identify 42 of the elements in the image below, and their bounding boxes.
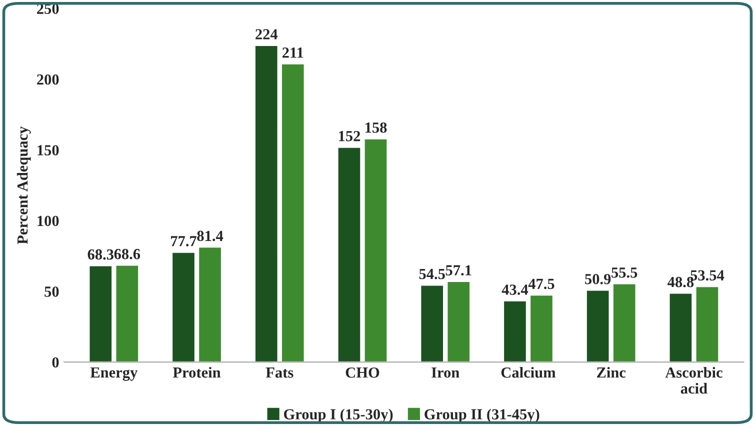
y-tick-label: 150 <box>38 145 59 156</box>
data-label: 224 <box>256 29 278 40</box>
legend-label: Group I (15-30y) <box>284 408 393 423</box>
bar <box>586 289 610 362</box>
x-tick-label: Ascorbic acid <box>665 366 722 394</box>
y-tick-label: 0 <box>52 357 59 368</box>
y-axis-title: Percent Adequacy <box>16 126 31 244</box>
data-label: 158 <box>366 122 387 133</box>
x-tick-label: Energy <box>90 367 138 381</box>
bar <box>668 292 693 362</box>
data-label: 81.4 <box>197 230 224 242</box>
bar <box>336 146 362 362</box>
bar <box>280 62 306 362</box>
bar <box>446 280 471 362</box>
data-label: 55.5 <box>612 268 638 278</box>
bar <box>363 138 388 362</box>
x-tick-label: Fats <box>266 368 294 378</box>
bar <box>694 286 720 362</box>
x-tick-label: Protein <box>172 366 221 378</box>
data-label: 77.7 <box>171 236 196 246</box>
x-tick-label: Iron <box>432 368 460 378</box>
bar <box>420 284 444 362</box>
y-tick-label: 100 <box>38 216 59 226</box>
data-label: 57.1 <box>446 265 472 276</box>
bar <box>612 282 637 362</box>
data-label: 68.3 <box>88 249 114 260</box>
x-tick-label: Calcium <box>501 366 556 378</box>
data-label: 211 <box>282 48 304 58</box>
bar <box>88 264 113 362</box>
y-tick-label: 50 <box>44 286 59 297</box>
x-tick-label: Zinc <box>596 366 626 378</box>
data-label: 68.6 <box>114 248 140 260</box>
x-tick-label: CHO <box>346 367 380 378</box>
data-label: 47.5 <box>528 278 554 290</box>
y-tick-label: 200 <box>37 74 59 85</box>
bar <box>114 264 140 362</box>
bar <box>254 44 279 362</box>
data-label: 50.9 <box>585 274 611 284</box>
data-label: 54.5 <box>419 268 445 280</box>
legend-label: Group II (31-45y) <box>424 408 540 423</box>
data-label: 152 <box>339 130 360 142</box>
data-label: 43.4 <box>502 284 528 295</box>
